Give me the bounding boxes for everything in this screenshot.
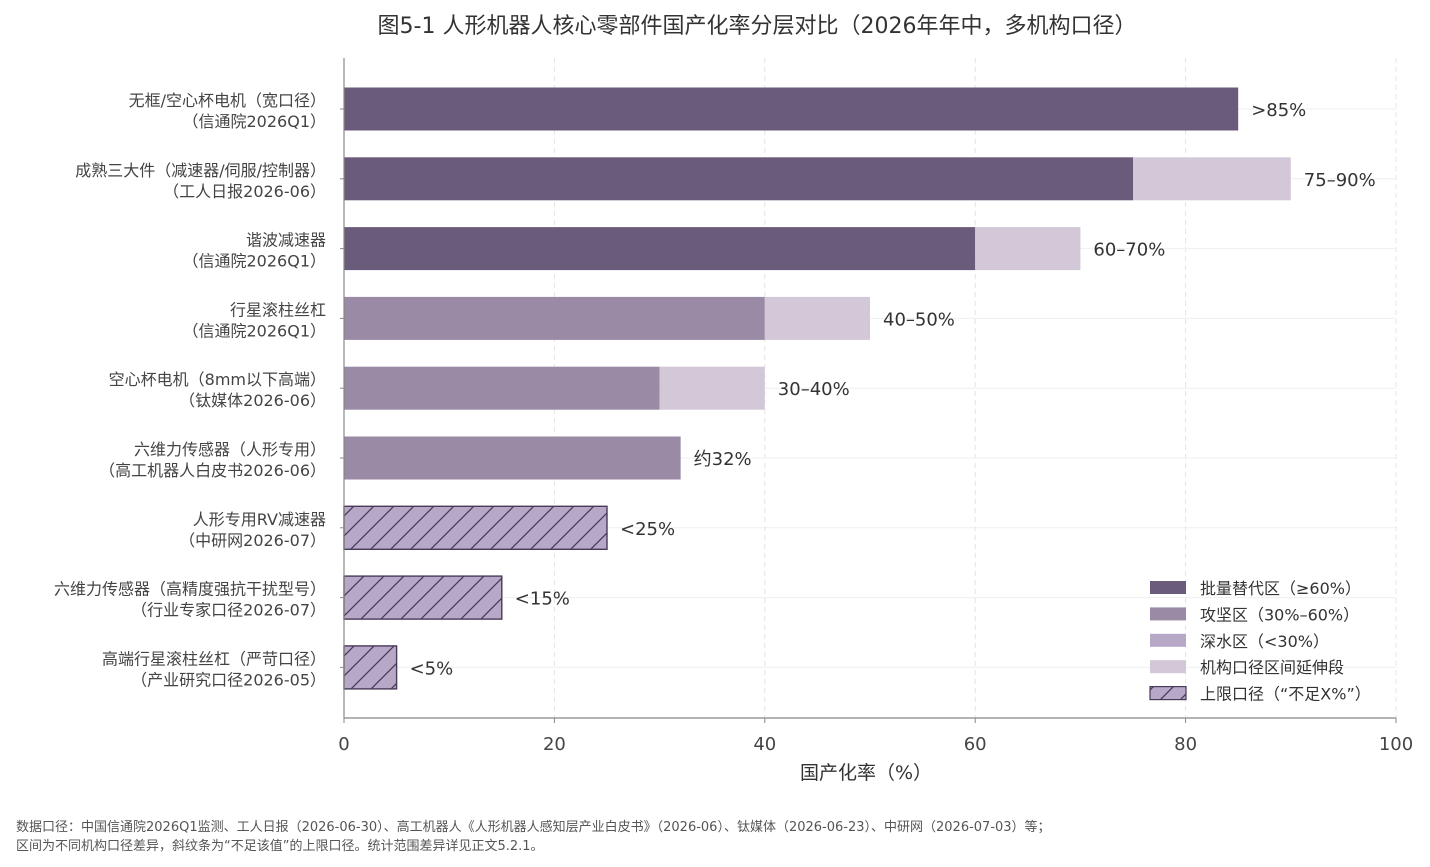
bar-base xyxy=(344,296,765,340)
value-label: <15% xyxy=(515,589,570,610)
legend: 批量替代区（≥60%） 攻坚区（30%–60%） 深水区（<30%） 机构口径区间延伸… xyxy=(1149,579,1371,704)
bar-upper-bound xyxy=(343,505,608,550)
legend-swatch-deep xyxy=(1150,633,1186,647)
category-label: 六维力传感器（高精度强抗干扰型号） xyxy=(54,580,326,599)
value-label: <25% xyxy=(620,519,675,540)
bar-upper-bound xyxy=(343,575,503,620)
bar-extension xyxy=(975,227,1081,271)
bar-base xyxy=(344,366,660,410)
category-label: 人形专用RV减速器 xyxy=(193,510,326,529)
bar-base xyxy=(344,436,681,480)
legend-swatch-extension xyxy=(1150,660,1186,674)
category-label: 谐波减速器 xyxy=(246,231,326,250)
x-tick-label: 20 xyxy=(543,734,566,755)
value-label: 30–40% xyxy=(778,379,850,400)
value-label: >85% xyxy=(1251,100,1306,121)
value-labels: >85% 75–90% 60–70% 40–50% 30–40% 约32% <25% <15%… xyxy=(410,100,1376,679)
bars xyxy=(343,87,1291,690)
bar-extension xyxy=(659,366,765,410)
value-label: <5% xyxy=(410,658,454,679)
axes: 0 20 40 60 80 100 xyxy=(338,58,1413,755)
category-label: 行星滚柱丝杠 xyxy=(230,300,326,319)
category-source-label: （高工机器人白皮书2026-06） xyxy=(99,461,326,480)
legend-label: 批量替代区（≥60%） xyxy=(1200,579,1361,598)
bar-extension xyxy=(1133,157,1291,201)
category-label: 空心杯电机（8mm以下高端） xyxy=(109,370,326,389)
x-tick-label: 100 xyxy=(1379,734,1413,755)
legend-swatch-hatch xyxy=(1149,685,1187,701)
category-source-label: （钛媒体2026-06） xyxy=(179,391,326,410)
footnote-line-1: 数据口径：中国信通院2026Q1监测、工人日报（2026-06-30）、高工机器… xyxy=(16,819,1051,835)
category-source-label: （产业研究口径2026-05） xyxy=(131,670,326,689)
legend-swatch-batch xyxy=(1150,581,1186,594)
legend-label: 深水区（<30%） xyxy=(1200,632,1329,651)
category-source-label: （工人日报2026-06） xyxy=(163,182,326,201)
bar-base xyxy=(344,87,1239,131)
x-axis-label: 国产化率（%） xyxy=(800,762,932,784)
x-tick-label: 0 xyxy=(338,734,349,755)
legend-label: 机构口径区间延伸段 xyxy=(1200,658,1344,677)
value-label: 约32% xyxy=(694,449,752,470)
category-source-label: （中研网2026-07） xyxy=(179,531,326,550)
bar-base xyxy=(344,227,976,271)
legend-swatch-attack xyxy=(1150,607,1186,621)
category-source-label: （信通院2026Q1） xyxy=(183,112,327,131)
x-tick-label: 60 xyxy=(964,734,987,755)
bar-upper-bound xyxy=(343,645,398,690)
bar-base xyxy=(344,157,1133,201)
value-label: 60–70% xyxy=(1093,240,1165,261)
x-tick-label: 40 xyxy=(753,734,776,755)
category-source-label: （行业专家口径2026-07） xyxy=(131,601,326,620)
bar-extension xyxy=(764,296,870,340)
category-label: 高端行星滚柱丝杠（严苛口径） xyxy=(102,649,326,668)
legend-label: 上限口径（“不足X%”） xyxy=(1200,685,1371,704)
category-label: 六维力传感器（人形专用） xyxy=(134,440,326,459)
category-labels: 无框/空心杯电机（宽口径） （信通院2026Q1） 成熟三大件（减速器/伺服/控制器… xyxy=(54,91,326,689)
legend-label: 攻坚区（30%–60%） xyxy=(1200,605,1359,624)
value-label: 40–50% xyxy=(883,309,955,330)
category-source-label: （信通院2026Q1） xyxy=(183,252,327,271)
footnote-line-2: 区间为不同机构口径差异，斜纹条为“不足该值”的上限口径。统计范围差异详见正文5.… xyxy=(16,838,544,854)
category-label: 成熟三大件（减速器/伺服/控制器） xyxy=(75,161,326,180)
category-source-label: （信通院2026Q1） xyxy=(183,321,327,340)
category-label: 无框/空心杯电机（宽口径） xyxy=(129,91,326,110)
x-tick-label: 80 xyxy=(1174,734,1197,755)
value-label: 75–90% xyxy=(1304,170,1376,191)
chart-title: 图5-1 人形机器人核心零部件国产化率分层对比（2026年年中，多机构口径） xyxy=(378,14,1137,39)
